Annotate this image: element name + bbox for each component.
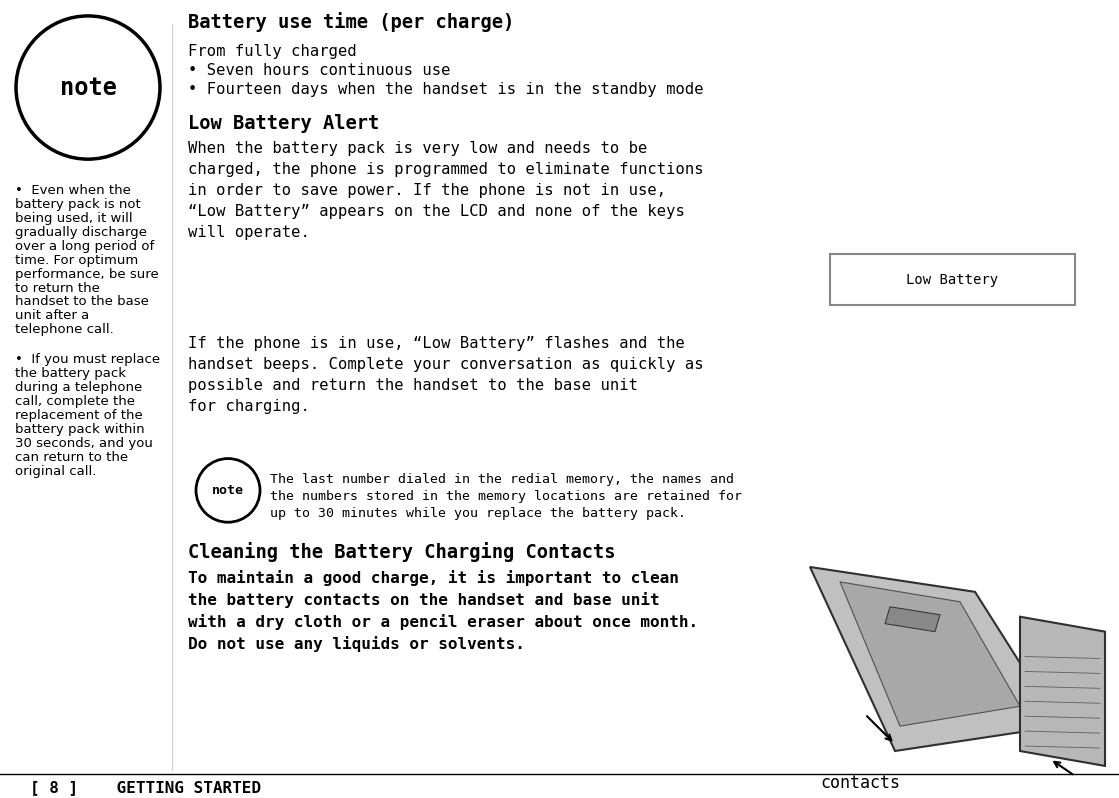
Text: handset beeps. Complete your conversation as quickly as: handset beeps. Complete your conversatio…	[188, 357, 704, 372]
Text: to return the: to return the	[15, 282, 100, 294]
Text: • Fourteen days when the handset is in the standby mode: • Fourteen days when the handset is in t…	[188, 81, 704, 97]
Text: will operate.: will operate.	[188, 225, 310, 240]
Text: note: note	[211, 484, 244, 497]
Text: handset to the base: handset to the base	[15, 295, 149, 309]
Text: •  If you must replace: • If you must replace	[15, 354, 160, 366]
Text: Do not use any liquids or solvents.: Do not use any liquids or solvents.	[188, 636, 525, 652]
Text: “Low Battery” appears on the LCD and none of the keys: “Low Battery” appears on the LCD and non…	[188, 204, 685, 219]
Text: charged, the phone is programmed to eliminate functions: charged, the phone is programmed to elim…	[188, 162, 704, 177]
Text: • Seven hours continuous use: • Seven hours continuous use	[188, 63, 451, 77]
Text: To maintain a good charge, it is important to clean: To maintain a good charge, it is importa…	[188, 570, 679, 586]
Text: can return to the: can return to the	[15, 451, 128, 464]
Polygon shape	[840, 582, 1021, 726]
Text: 30 seconds, and you: 30 seconds, and you	[15, 437, 153, 450]
Text: If the phone is in use, “Low Battery” flashes and the: If the phone is in use, “Low Battery” fl…	[188, 336, 685, 351]
Text: over a long period of: over a long period of	[15, 239, 154, 253]
Text: The last number dialed in the redial memory, the names and: The last number dialed in the redial mem…	[270, 473, 734, 487]
Text: Cleaning the Battery Charging Contacts: Cleaning the Battery Charging Contacts	[188, 542, 615, 562]
Polygon shape	[885, 606, 940, 632]
Text: battery pack within: battery pack within	[15, 423, 144, 436]
Text: with a dry cloth or a pencil eraser about once month.: with a dry cloth or a pencil eraser abou…	[188, 614, 698, 630]
Text: battery pack is not: battery pack is not	[15, 198, 141, 211]
Text: call, complete the: call, complete the	[15, 395, 135, 408]
Text: Battery use time (per charge): Battery use time (per charge)	[188, 12, 515, 32]
Text: telephone call.: telephone call.	[15, 323, 114, 336]
Text: note: note	[59, 76, 116, 100]
Text: original call.: original call.	[15, 464, 96, 477]
Text: the battery contacts on the handset and base unit: the battery contacts on the handset and …	[188, 592, 659, 608]
Text: the battery pack: the battery pack	[15, 367, 126, 380]
Text: up to 30 minutes while you replace the battery pack.: up to 30 minutes while you replace the b…	[270, 508, 686, 520]
Text: performance, be sure: performance, be sure	[15, 267, 159, 281]
Polygon shape	[810, 567, 1060, 751]
Text: Low Battery: Low Battery	[906, 272, 998, 286]
Polygon shape	[1021, 617, 1104, 766]
Text: replacement of the: replacement of the	[15, 409, 143, 422]
Text: during a telephone: during a telephone	[15, 381, 142, 394]
Text: contacts: contacts	[820, 774, 900, 792]
Text: the numbers stored in the memory locations are retained for: the numbers stored in the memory locatio…	[270, 491, 742, 504]
Text: in order to save power. If the phone is not in use,: in order to save power. If the phone is …	[188, 183, 666, 198]
Text: Low Battery Alert: Low Battery Alert	[188, 114, 379, 133]
Text: When the battery pack is very low and needs to be: When the battery pack is very low and ne…	[188, 141, 648, 156]
Text: for charging.: for charging.	[188, 399, 310, 414]
Text: [ 8 ]    GETTING STARTED: [ 8 ] GETTING STARTED	[30, 780, 261, 795]
Text: gradually discharge: gradually discharge	[15, 226, 147, 239]
Text: possible and return the handset to the base unit: possible and return the handset to the b…	[188, 378, 638, 393]
FancyBboxPatch shape	[830, 254, 1075, 306]
Text: unit after a: unit after a	[15, 310, 90, 322]
Text: being used, it will: being used, it will	[15, 212, 133, 225]
Text: •  Even when the: • Even when the	[15, 184, 131, 197]
Text: time. For optimum: time. For optimum	[15, 254, 139, 267]
Text: From fully charged: From fully charged	[188, 44, 357, 59]
